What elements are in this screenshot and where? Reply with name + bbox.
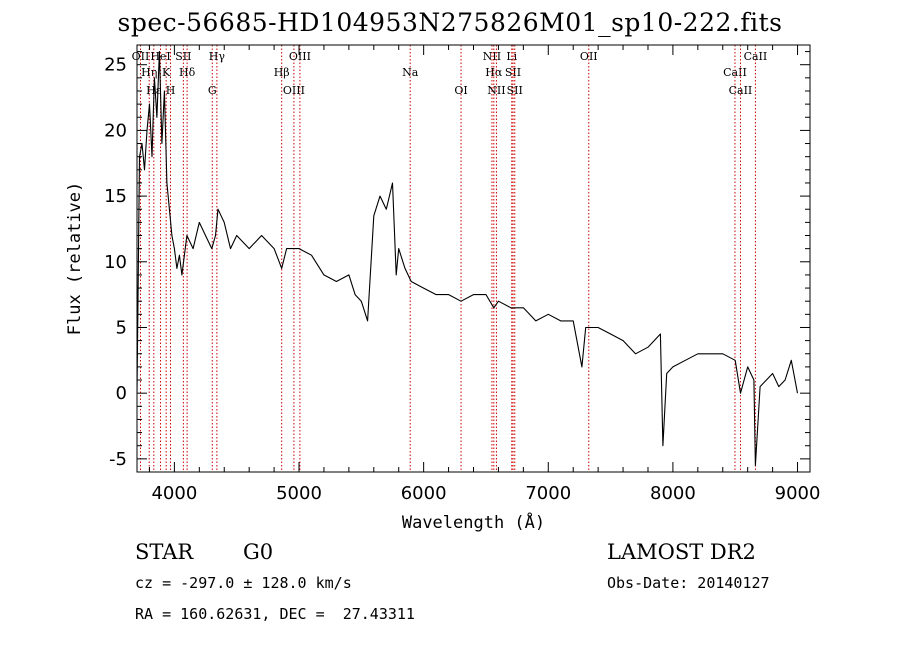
spectral-line-label: Hβ: [274, 66, 290, 79]
spectral-line-label: SII: [175, 50, 191, 63]
x-tick-label: 7000: [525, 483, 571, 504]
x-tick-label: 4000: [151, 483, 197, 504]
object-class: STAR: [135, 540, 194, 564]
obs-date-text: Obs-Date: 20140127: [607, 574, 770, 592]
y-tick-label: 25: [104, 55, 127, 76]
spectral-line-label: NII: [487, 84, 505, 97]
plot-frame: [136, 44, 811, 473]
survey-name: LAMOST DR2: [607, 540, 756, 564]
x-tick-label: 5000: [276, 483, 322, 504]
spectral-line-label: OIII: [283, 84, 305, 97]
spectral-line-label: HeI: [150, 50, 170, 63]
y-tick-label: -5: [109, 449, 127, 470]
x-tick-label: 6000: [401, 483, 447, 504]
spectral-line-label: SII: [507, 84, 523, 97]
spectral-line-label: CaII: [723, 66, 747, 79]
spectral-line-label: Hη: [141, 66, 157, 79]
chart-title: spec-56685-HD104953N275826M01_sp10-222.f…: [117, 8, 783, 37]
spectral-line-label: G: [208, 84, 217, 97]
spectral-line-label: H: [166, 84, 176, 97]
spectral-line-label: Li: [506, 50, 517, 63]
spectral-line-label: Hα: [485, 66, 503, 79]
y-tick-label: 0: [116, 383, 127, 404]
spectral-line-label: NII: [483, 50, 501, 63]
y-axis-label: Flux (relative): [65, 182, 85, 336]
spectral-line-label: OII: [580, 50, 598, 63]
spectral-line-label: Hγ: [209, 50, 226, 63]
spectral-line-label: CaII: [729, 84, 753, 97]
x-axis-label: Wavelength (Å): [402, 511, 545, 533]
y-tick-label: 15: [104, 186, 127, 207]
spectral-line-label: Na: [402, 66, 419, 79]
y-tick-label: 5: [116, 317, 127, 338]
spectrum-series-line: [137, 51, 799, 466]
spectral-line-label: CaII: [744, 50, 768, 63]
x-tick-label: 8000: [650, 483, 696, 504]
redshift-text: cz = -297.0 ± 128.0 km/s: [135, 574, 352, 592]
y-tick-label: 10: [104, 252, 127, 273]
coordinates-text: RA = 160.62631, DEC = 27.43311: [135, 605, 415, 623]
spectral-line-label: K: [162, 66, 171, 79]
y-tick-label: 20: [104, 120, 127, 141]
spectral-line-label: OIII: [289, 50, 311, 63]
spectral-line-label: Hδ: [179, 66, 196, 79]
object-subclass: G0: [243, 540, 274, 564]
spectral-line-label: OI: [454, 84, 467, 97]
spectral-line-label: SII: [505, 66, 521, 79]
x-tick-label: 9000: [775, 483, 821, 504]
spectral-line-label: OII: [132, 50, 150, 63]
